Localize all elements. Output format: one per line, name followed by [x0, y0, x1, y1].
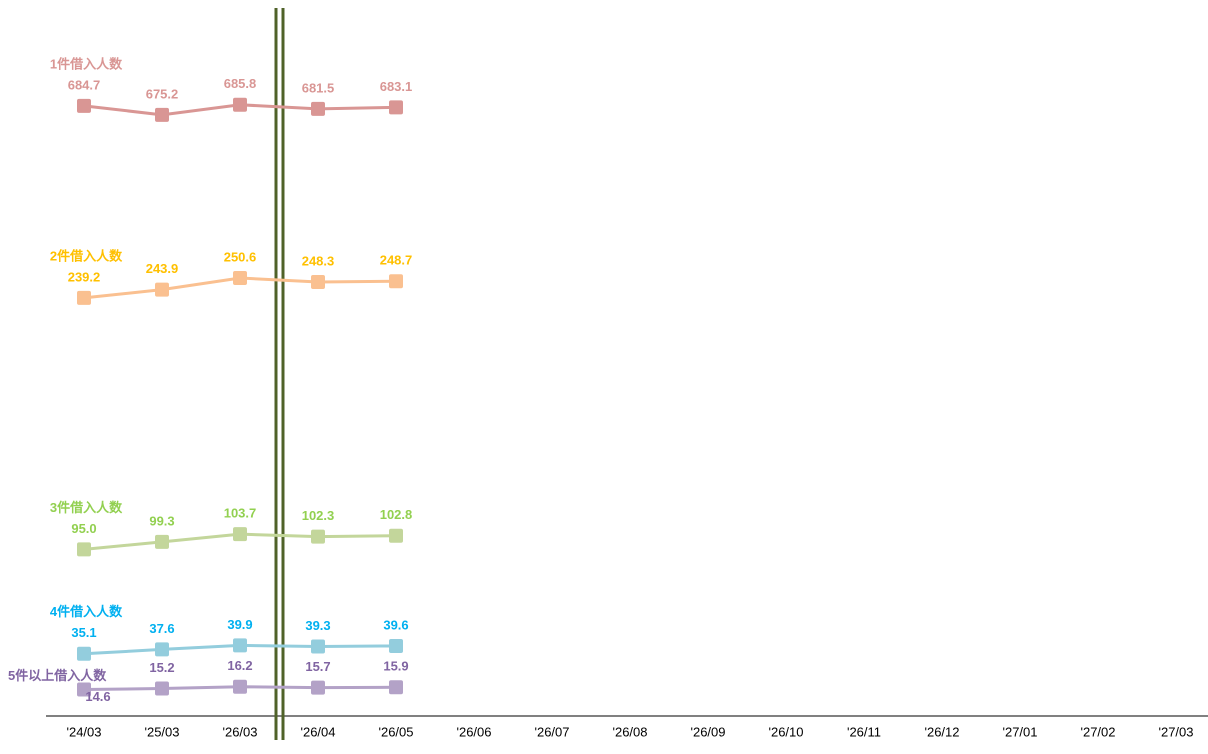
marker — [311, 529, 325, 544]
x-tick-label: '26/12 — [924, 724, 959, 739]
data-label: 16.2 — [227, 658, 252, 673]
marker — [389, 680, 403, 695]
x-tick-label: '25/03 — [144, 724, 179, 739]
marker — [77, 682, 91, 697]
x-tick-label: '26/10 — [768, 724, 803, 739]
data-label: 39.9 — [227, 617, 252, 632]
x-tick-label: '26/09 — [690, 724, 725, 739]
marker — [233, 270, 247, 285]
data-label: 248.7 — [380, 253, 413, 268]
marker — [233, 679, 247, 694]
marker — [77, 98, 91, 113]
data-label: 675.2 — [146, 86, 179, 101]
marker — [389, 100, 403, 115]
marker — [155, 681, 169, 696]
marker — [77, 542, 91, 557]
x-tick-label: '26/04 — [300, 724, 335, 739]
marker — [389, 638, 403, 653]
marker — [233, 97, 247, 112]
x-tick-label: '26/03 — [222, 724, 257, 739]
series-name: 1件借入人数 — [50, 56, 123, 71]
data-label: 14.6 — [85, 689, 110, 704]
marker — [155, 282, 169, 297]
x-tick-label: '27/02 — [1080, 724, 1115, 739]
x-tick-label: '26/08 — [612, 724, 647, 739]
data-label: 243.9 — [146, 261, 179, 276]
marker — [233, 527, 247, 542]
marker — [233, 638, 247, 653]
data-label: 95.0 — [71, 521, 96, 536]
data-label: 37.6 — [149, 621, 174, 636]
series-name: 2件借入人数 — [50, 248, 123, 263]
x-tick-label: '26/06 — [456, 724, 491, 739]
marker — [311, 101, 325, 116]
series-name: 4件借入人数 — [50, 604, 123, 619]
marker — [155, 534, 169, 549]
marker — [311, 274, 325, 289]
data-label: 99.3 — [149, 513, 174, 528]
data-label: 15.2 — [149, 660, 174, 675]
data-label: 248.3 — [302, 253, 335, 268]
marker — [155, 642, 169, 657]
x-tick-label: '26/05 — [378, 724, 413, 739]
marker — [389, 528, 403, 543]
data-label: 250.6 — [224, 249, 257, 264]
data-label: 239.2 — [68, 269, 101, 284]
x-tick-label: '27/03 — [1158, 724, 1193, 739]
x-tick-label: '26/11 — [847, 724, 881, 739]
series-name: 5件以上借入人数 — [8, 668, 107, 683]
data-label: 684.7 — [68, 77, 101, 92]
data-label: 39.3 — [305, 618, 330, 633]
data-label: 39.6 — [383, 617, 408, 632]
data-label: 102.3 — [302, 508, 335, 523]
x-tick-label: '26/07 — [534, 724, 569, 739]
data-label: 103.7 — [224, 506, 257, 521]
data-label: 683.1 — [380, 79, 413, 94]
marker — [77, 290, 91, 305]
data-label: 15.7 — [305, 659, 330, 674]
data-label: 15.9 — [383, 659, 408, 674]
marker — [311, 680, 325, 695]
marker — [77, 646, 91, 661]
data-label: 681.5 — [302, 80, 335, 95]
x-tick-label: '24/03 — [66, 724, 101, 739]
marker — [311, 639, 325, 654]
data-label: 35.1 — [71, 625, 96, 640]
data-label: 685.8 — [224, 76, 257, 91]
marker — [155, 107, 169, 122]
data-label: 102.8 — [380, 507, 413, 522]
series-name: 3件借入人数 — [50, 500, 123, 515]
marker — [389, 274, 403, 289]
x-tick-label: '27/01 — [1002, 724, 1037, 739]
